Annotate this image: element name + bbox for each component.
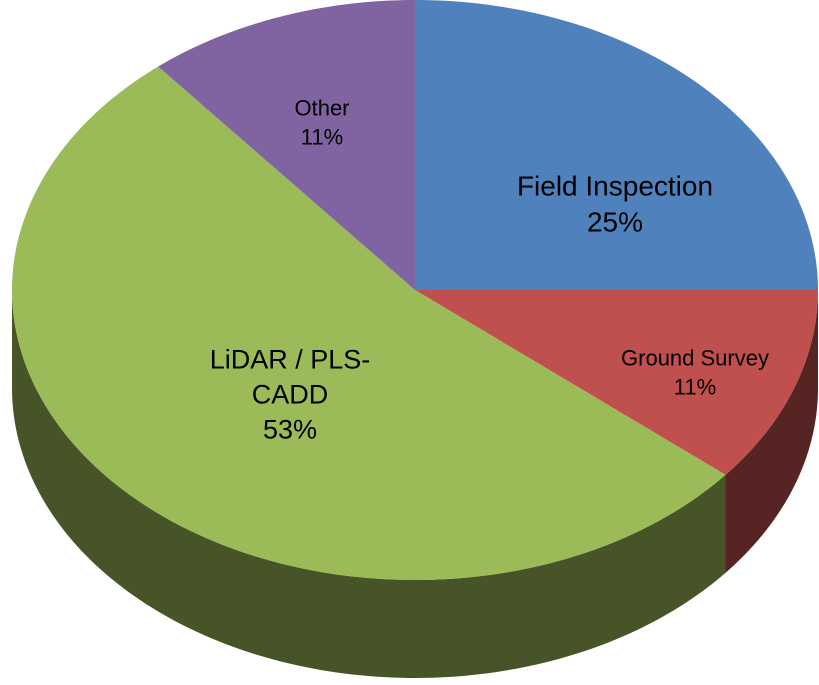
value-label: 11% — [300, 124, 344, 149]
slice — [415, 0, 818, 290]
category-label: Ground Survey — [621, 345, 769, 371]
slice-label: Ground Survey 11% — [585, 344, 805, 401]
slice — [415, 290, 818, 475]
slice-side — [12, 290, 726, 678]
value-label: 53% — [262, 414, 318, 445]
slice-label: Field Inspection 25% — [465, 169, 765, 242]
slice-side — [725, 290, 818, 573]
category-label: LiDAR / PLS-CADD — [209, 344, 371, 410]
value-label: 11% — [673, 374, 717, 399]
category-label: Other — [294, 95, 350, 121]
slice-label: LiDAR / PLS-CADD 53% — [185, 342, 395, 447]
value-label: 25% — [586, 207, 644, 238]
slice — [12, 66, 726, 580]
slice-label: Other 11% — [262, 94, 382, 151]
slice — [158, 0, 415, 290]
category-label: Field Inspection — [516, 170, 714, 202]
